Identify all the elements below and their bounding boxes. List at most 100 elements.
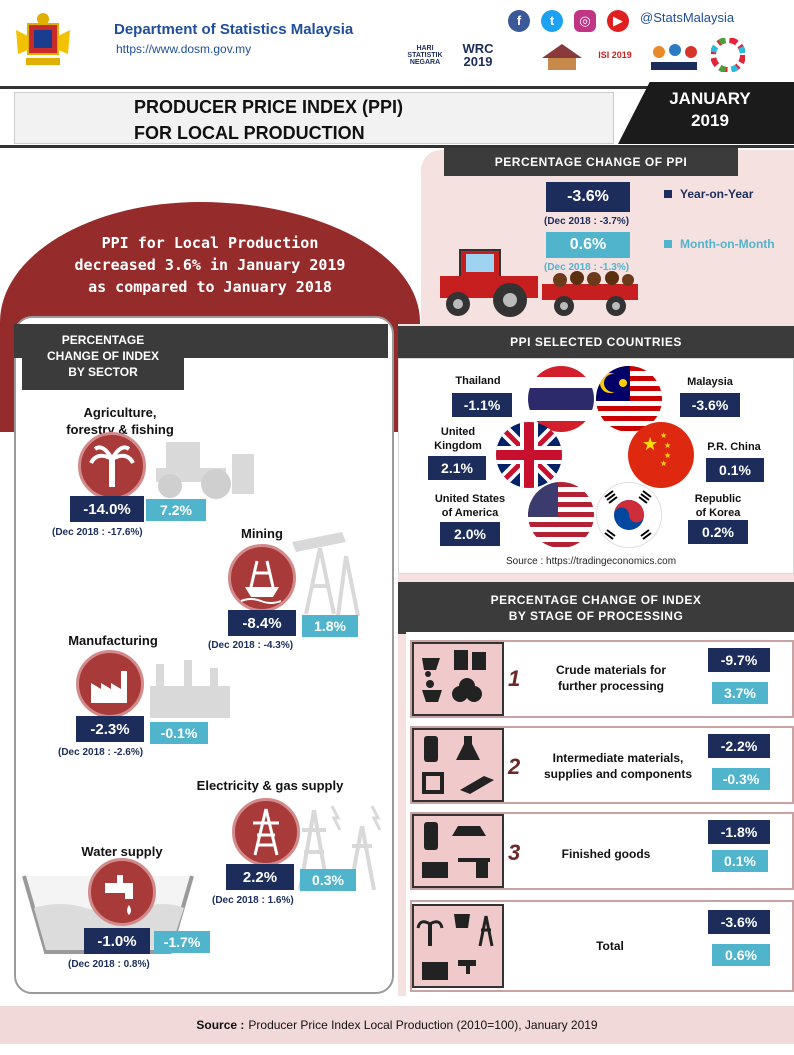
sdg-wheel-logo [708,36,748,74]
stage-3-mom: 0.1% [712,850,768,872]
svg-text:★: ★ [660,431,667,440]
tractor-trailer-illustration [440,249,638,317]
ppi-yoy-note: (Dec 2018 : -3.7%) [544,216,630,227]
date-block [618,82,794,144]
footer-source-label: Source : [196,1018,245,1032]
sector-heading: PERCENTAGE CHANGE OF INDEX BY SECTOR [22,324,184,390]
yoy-legend-label: Year-on-Year [680,187,754,201]
palm-tree-icon [78,432,146,500]
usa-flag-icon [528,482,594,548]
ppi-mom-value: 0.6% [546,232,630,258]
facebook-icon[interactable]: f [508,10,530,32]
uk-flag-icon [496,422,562,488]
stage-2-number: 2 [508,754,521,779]
country-korea-label-2: of Korea [695,507,741,519]
stage-2-yoy: -2.2% [708,734,770,758]
stage-1-label-2: further processing [557,679,665,693]
sector-heading-line-1: PERCENTAGE [61,333,145,347]
stage-1-label-1: Crude materials for [555,663,667,677]
svg-text:★: ★ [660,459,667,468]
country-uk-value: 2.1% [428,456,486,480]
factory-icon [76,650,144,718]
reference-date: JANUARY 2019 [650,88,770,132]
summary-line-2: decreased 3.6% in January 2019 [74,256,346,274]
sector-manufacturing-mom: -0.1% [150,722,208,744]
country-korea-label: Republic of Korea [680,492,756,520]
stage-1-number: 1 [508,666,521,691]
svg-text:★: ★ [642,434,658,455]
sector-electricity-note: (Dec 2018 : 1.6%) [212,895,294,906]
twitter-icon[interactable]: t [541,10,563,32]
wrc-logo: WRC 2019 [462,41,494,69]
stage-1-yoy: -9.7% [708,648,770,672]
stage-total-yoy: -3.6% [708,910,770,934]
dosm-crest-logo [16,13,70,65]
sector-mining-label: Mining [241,526,283,541]
hies-logo [536,36,588,74]
stage-heading: PERCENTAGE CHANGE OF INDEX BY STAGE OF P… [398,582,794,634]
title-line-2: FOR LOCAL PRODUCTION [134,123,365,143]
water-tap-icon [88,858,156,926]
department-name: Department of Statistics Malaysia [114,21,354,38]
sector-mining-yoy: -8.4% [228,610,296,636]
country-usa-value: 2.0% [440,522,500,546]
tractor-silhouette-icon [156,442,254,499]
sector-electricity-label: Electricity & gas supply [196,778,344,793]
country-thailand-value: -1.1% [452,393,512,417]
svg-text:★: ★ [664,451,671,460]
youtube-icon[interactable]: ▶ [607,10,629,32]
department-url[interactable]: https://www.dosm.gov.my [116,42,252,56]
reference-year: 2019 [691,111,729,130]
summary-line-3: as compared to January 2018 [88,278,332,296]
stage-2-label-2: supplies and components [543,767,693,781]
footer-source-text: Producer Price Index Local Production (2… [248,1018,598,1032]
stage-2-label-1: Intermediate materials, [552,751,684,765]
summary-text: PPI for Local Production decreased 3.6% … [50,232,370,298]
stage-2-label: Intermediate materials, supplies and com… [530,750,706,782]
stage-heading-line-2: BY STAGE OF PROCESSING [508,609,684,623]
country-usa-label-1: United States [434,493,506,505]
oil-rig-icon [228,544,296,612]
social-handle: @StatsMalaysia [640,10,735,25]
sector-agriculture-label-1: Agriculture, [83,405,157,420]
country-uk-label: United Kingdom [426,425,490,453]
stage-3-yoy: -1.8% [708,820,770,844]
country-china-label: P.R. China [707,441,761,453]
title-line-1: PRODUCER PRICE INDEX (PPI) [134,97,404,117]
ppi-change-heading: PERCENTAGE CHANGE OF PPI [444,148,738,176]
thailand-flag-icon [528,366,594,432]
page-title: PRODUCER PRICE INDEX (PPI) FOR LOCAL PRO… [134,94,403,146]
sector-manufacturing-note: (Dec 2018 : -2.6%) [58,747,144,758]
sector-mining-mom: 1.8% [302,615,358,637]
countries-heading: PPI SELECTED COUNTRIES [398,326,794,358]
all-sectors-icon [412,904,504,988]
sector-mining-note: (Dec 2018 : -4.3%) [208,640,294,651]
sector-agriculture-yoy: -14.0% [70,496,144,522]
stage-3-label: Finished goods [561,847,651,861]
crude-materials-icon [412,642,504,716]
yoy-legend-swatch [664,190,672,198]
country-uk-label-1: United [440,426,476,438]
country-malaysia-value: -3.6% [680,393,740,417]
instagram-icon[interactable]: ◎ [574,10,596,32]
sector-agriculture-label-2: forestry & fishing [66,422,174,437]
malaysia-flag-icon [596,366,662,432]
sector-water-note: (Dec 2018 : 0.8%) [68,959,150,970]
finished-goods-icon [412,814,504,888]
stage-1-label: Crude materials for further processing [536,662,686,694]
mom-legend-label: Month-on-Month [680,237,775,251]
country-china-value: 0.1% [706,458,764,482]
stage-2-mom: -0.3% [712,768,770,790]
sector-agriculture-mom: 7.2% [146,499,206,521]
china-flag-icon: ★ ★ ★ ★ ★ [628,422,694,488]
country-usa-label-2: of America [441,507,499,519]
stage-heading-line-1: PERCENTAGE CHANGE OF INDEX [490,593,702,607]
sector-manufacturing-yoy: -2.3% [76,716,144,742]
footer-source: Source : Producer Price Index Local Prod… [0,1006,794,1044]
stage-total-mom: 0.6% [712,944,770,966]
transmission-tower-icon [232,798,300,866]
country-uk-label-2: Kingdom [434,440,482,452]
stage-3-number: 3 [508,840,521,865]
country-korea-label-1: Republic [694,493,742,505]
ppi-yoy-value: -3.6% [546,182,630,212]
